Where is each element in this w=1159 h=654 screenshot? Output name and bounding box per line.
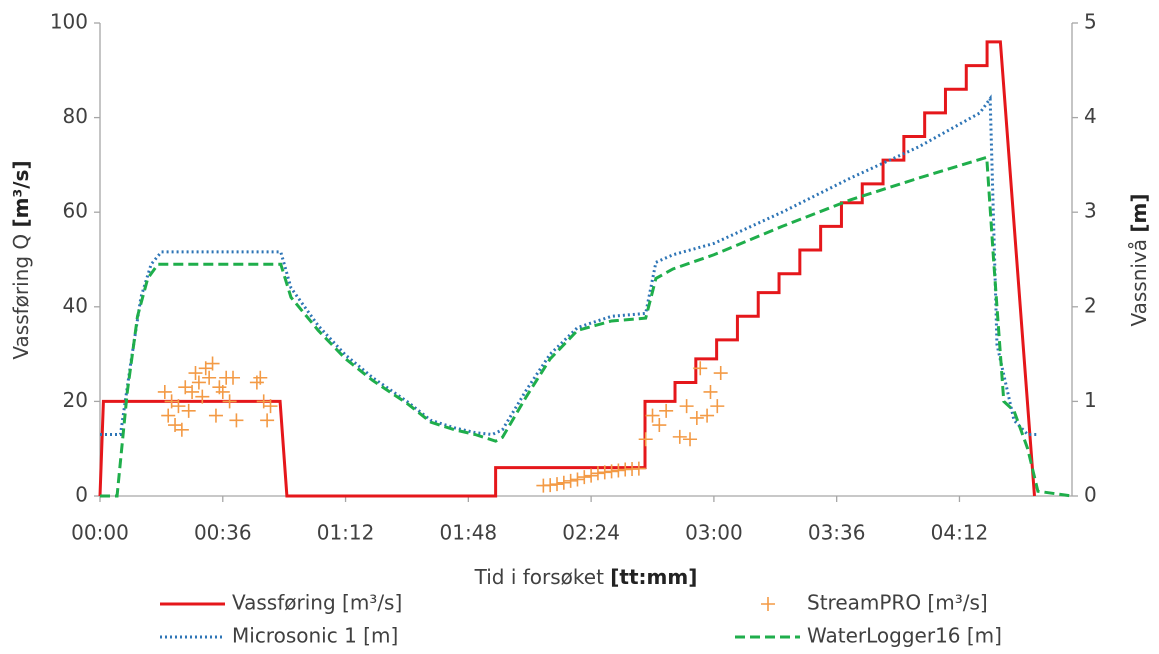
y-tick-label: 80	[63, 104, 88, 128]
y2-label-unit: [m]	[1127, 193, 1151, 232]
plus-marker	[679, 399, 694, 414]
legend-label: WaterLogger16 [m]	[807, 624, 1002, 648]
plus-marker	[215, 384, 230, 399]
legend-label: StreamPRO [m³/s]	[807, 591, 988, 615]
y2-tick-label: 2	[1084, 293, 1097, 317]
plus-marker	[253, 370, 268, 385]
y2-tick-label: 3	[1084, 199, 1097, 223]
plus-marker	[181, 403, 196, 418]
plus-marker	[570, 472, 585, 487]
y-tick-label: 20	[63, 388, 88, 412]
y2-label-text: Vassnivå	[1127, 239, 1151, 327]
x-tick-label: 03:00	[685, 521, 743, 545]
plus-marker	[263, 399, 278, 414]
series-line	[98, 40, 1036, 498]
plus-marker	[713, 366, 728, 381]
plus-marker	[710, 399, 725, 414]
series-line	[100, 94, 1038, 437]
y2-tick-label: 4	[1084, 104, 1097, 128]
plus-marker	[171, 399, 186, 414]
plus-marker	[202, 370, 217, 385]
plus-marker	[188, 366, 203, 381]
plus-marker	[260, 413, 275, 428]
plus-marker	[584, 468, 599, 483]
x-tick-label: 00:36	[194, 521, 252, 545]
plus-marker	[208, 408, 223, 423]
y-tick-label: 0	[75, 483, 88, 507]
plus-marker	[761, 597, 775, 611]
plus-marker	[689, 410, 704, 425]
y-label-unit: [m³/s]	[9, 160, 33, 227]
plus-marker	[185, 384, 200, 399]
plus-marker	[174, 422, 189, 437]
x-label-unit: [tt:mm]	[610, 565, 697, 589]
x-tick-label: 02:24	[562, 521, 620, 545]
plus-marker	[563, 473, 578, 488]
y2-tick-label: 0	[1084, 483, 1097, 507]
plus-marker	[191, 375, 206, 390]
plus-marker	[631, 461, 646, 476]
y2-tick-label: 1	[1084, 388, 1097, 412]
plus-marker	[611, 463, 626, 478]
plus-marker	[683, 432, 698, 447]
plus-marker	[195, 389, 210, 404]
plus-marker	[161, 408, 176, 423]
x-tick-label: 01:48	[440, 521, 498, 545]
plus-marker	[604, 464, 619, 479]
plus-marker	[577, 470, 592, 485]
plus-marker	[652, 418, 667, 433]
legend-label: Vassføring [m³/s]	[232, 591, 402, 615]
plus-marker	[226, 370, 241, 385]
plus-marker	[693, 361, 708, 376]
plus-marker	[543, 478, 558, 493]
y2-tick-label: 5	[1084, 10, 1097, 34]
x-tick-label: 03:36	[808, 521, 866, 545]
plus-marker	[556, 475, 571, 490]
x-tick-label: 04:12	[931, 521, 989, 545]
plus-marker	[659, 403, 674, 418]
plus-marker	[550, 477, 565, 492]
y-tick-label: 100	[50, 10, 88, 34]
plus-marker	[222, 394, 237, 409]
plus-marker	[229, 413, 244, 428]
legend-label: Microsonic 1 [m]	[232, 624, 398, 648]
y-tick-label: 40	[63, 293, 88, 317]
y-tick-label: 60	[63, 199, 88, 223]
plus-marker	[703, 384, 718, 399]
plus-marker	[157, 384, 172, 399]
x-tick-label: 00:00	[71, 521, 129, 545]
x-tick-label: 01:12	[317, 521, 375, 545]
x-label-text: Tid i forsøket	[474, 565, 604, 589]
plus-marker	[205, 356, 220, 371]
plus-marker	[645, 408, 660, 423]
plus-marker	[590, 466, 605, 481]
plus-marker	[700, 408, 715, 423]
plus-marker	[672, 429, 687, 444]
y2-axis-label: Vassnivå [m]	[1127, 193, 1151, 326]
plus-marker	[638, 432, 653, 447]
series-line	[100, 155, 1073, 498]
x-axis-label: Tid i forsøket [tt:mm]	[474, 565, 698, 589]
y-label-text: Vassføring Q	[9, 234, 33, 360]
plus-marker	[597, 465, 612, 480]
y-axis-label: Vassføring Q [m³/s]	[9, 160, 33, 359]
